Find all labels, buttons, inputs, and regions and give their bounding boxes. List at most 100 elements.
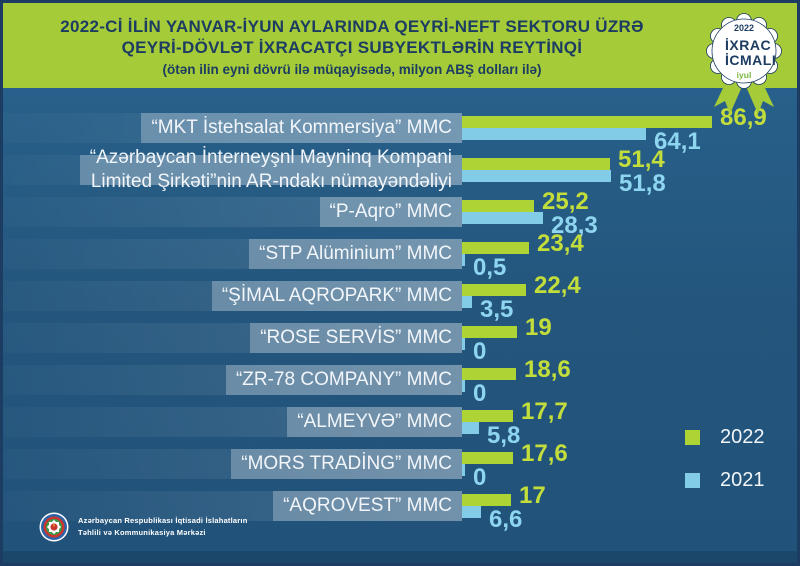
rosette-seal-icon: 2022 İXRAC İCMALI iyul: [706, 13, 782, 114]
badge-month: iyul: [737, 70, 752, 80]
legend-item-2022: 2022: [685, 426, 765, 449]
category-label-line: “MORS TRADİNG” MMC: [241, 453, 452, 474]
value-2021: 6,6: [489, 506, 523, 533]
bar-2022: [462, 200, 534, 212]
bar-2022: [462, 410, 513, 422]
row-stripe: [3, 407, 462, 437]
value-2021: 0: [473, 464, 487, 491]
row-stripe: [3, 113, 462, 143]
value-2021: 0: [473, 338, 487, 365]
row-stripe: [3, 239, 462, 269]
legend-swatch-2022: [685, 430, 700, 445]
category-label-line: “AQROVEST” MMC: [283, 495, 452, 516]
row-stripe: [3, 281, 462, 311]
category-label-line: “ALMEYVƏ” MMC: [297, 411, 452, 432]
legend-label-2021: 2021: [720, 469, 765, 491]
value-2022: 23,4: [537, 230, 584, 257]
badge-title-line2: İCMALI: [725, 52, 776, 68]
category-label: “STP Alüminium” MMC: [249, 239, 462, 269]
category-label-line: “ZR-78 COMPANY” MMC: [235, 369, 452, 390]
bar-2022: [462, 116, 712, 128]
chart-row: “ŞİMAL AQROPARK” MMC 22,4 3,5: [3, 274, 797, 322]
chart-row: “ROSE SERVİS” MMC 19 0: [3, 316, 797, 364]
bar-2021: [462, 212, 543, 224]
badge-title-line1: İXRAC: [725, 37, 771, 53]
bar-2022: [462, 242, 529, 254]
bar-2022: [462, 452, 513, 464]
row-stripe: [3, 197, 462, 227]
category-label-line: “MKT İstehsalat Kommersiya” MMC: [151, 117, 452, 138]
bar-2021: [462, 128, 646, 140]
value-2022: 51,4: [618, 146, 665, 173]
chart-row: “MKT İstehsalat Kommersiya” MMC 86,9 64,1: [3, 106, 797, 154]
legend-label-2022: 2022: [720, 426, 765, 448]
bar-2021: [462, 296, 472, 308]
page-title: 2022-Cİ İLİN YANVAR-İYUN AYLARINDA QEYRİ…: [3, 3, 701, 80]
row-stripe: [3, 323, 462, 353]
bar-2021: [462, 422, 479, 434]
category-label: “ZR-78 COMPANY” MMC: [225, 365, 462, 395]
category-label: “AQROVEST” MMC: [273, 491, 462, 521]
category-label-line: “ROSE SERVİS” MMC: [260, 327, 452, 348]
row-stripe: [3, 365, 462, 395]
category-label: “ŞİMAL AQROPARK” MMC: [211, 281, 462, 311]
row-stripe: [3, 449, 462, 479]
value-2021: 28,3: [551, 212, 598, 239]
value-2022: 19: [525, 314, 552, 341]
badge-year: 2022: [734, 23, 754, 33]
title-line-1: 2022-Cİ İLİN YANVAR-İYUN AYLARINDA QEYRİ…: [60, 17, 644, 36]
value-2022: 17,7: [521, 398, 568, 425]
org-line-1: Azərbaycan Respublikası İqtisadi İslahat…: [78, 516, 248, 525]
bar-2021: [462, 506, 481, 518]
bar-2022: [462, 158, 610, 170]
state-emblem-icon: [39, 512, 69, 542]
value-2021: 3,5: [480, 296, 514, 323]
value-2022: 17: [519, 482, 546, 509]
chart-row: “ALMEYVƏ” MMC 17,7 5,8: [3, 400, 797, 448]
chart-row: “Azərbaycan İnterneyşnl Mayninq Kompani L…: [3, 147, 797, 196]
value-2022: 17,6: [521, 440, 568, 467]
category-label: “Azərbaycan İnterneyşnl Mayninq Kompani L…: [79, 147, 462, 192]
legend-item-2021: 2021: [685, 469, 765, 492]
category-label: “ALMEYVƏ” MMC: [287, 407, 462, 437]
chart-row: “P-Aqro” MMC 25,2 28,3: [3, 190, 797, 238]
legend-swatch-2021: [685, 473, 700, 488]
organization-name: Azərbaycan Respublikası İqtisadi İslahat…: [78, 515, 247, 539]
value-2021: 0: [473, 380, 487, 407]
category-label-line: “ŞİMAL AQROPARK” MMC: [221, 285, 452, 306]
chart-row: “STP Alüminium” MMC 23,4 0,5: [3, 232, 797, 280]
bar-2022: [462, 368, 516, 380]
value-2022: 22,4: [534, 272, 581, 299]
category-label: “P-Aqro” MMC: [319, 197, 462, 227]
bar-2022: [462, 326, 517, 338]
header-band: 2022-Cİ İLİN YANVAR-İYUN AYLARINDA QEYRİ…: [3, 3, 797, 88]
category-label: “MORS TRADİNG” MMC: [231, 449, 462, 479]
chart-legend: 2022 2021: [685, 426, 765, 492]
bar-2021: [462, 254, 465, 266]
footer: Azərbaycan Respublikası İqtisadi İslahat…: [39, 512, 247, 542]
category-label: “MKT İstehsalat Kommersiya” MMC: [141, 113, 462, 143]
row-stripe: [3, 155, 462, 185]
org-line-2: Təhlili və Kommunikasiya Mərkəzi: [78, 528, 206, 537]
category-label-line: “P-Aqro” MMC: [329, 201, 452, 222]
chart-row: “MORS TRADİNG” MMC 17,6 0: [3, 442, 797, 490]
category-label: “ROSE SERVİS” MMC: [250, 323, 462, 353]
bar-2021: [462, 170, 611, 182]
title-line-2: QEYRİ-DÖVLƏT İXRACATÇI SUBYEKTLƏRİN REYT…: [121, 38, 583, 57]
bar-2022: [462, 494, 511, 506]
bottom-strip: [3, 551, 797, 563]
value-2021: 0,5: [473, 254, 507, 281]
bar-2021: [462, 464, 465, 476]
value-2021: 5,8: [487, 422, 521, 449]
bar-2021: [462, 338, 465, 350]
bar-2022: [462, 284, 526, 296]
category-label-line: Limited Şirkəti”nin AR-ndakı nümayəndəli…: [90, 171, 452, 192]
row-stripe: [3, 491, 462, 521]
chart-row: “ZR-78 COMPANY” MMC 18,6 0: [3, 358, 797, 406]
value-2021: 64,1: [654, 128, 701, 155]
chart-row: “AQROVEST” MMC 17 6,6: [3, 484, 797, 532]
category-label-line: “Azərbaycan İnterneyşnl Mayninq Kompani: [89, 147, 452, 168]
export-review-badge: 2022 İXRAC İCMALI iyul: [699, 7, 789, 119]
value-2021: 51,8: [619, 170, 666, 197]
